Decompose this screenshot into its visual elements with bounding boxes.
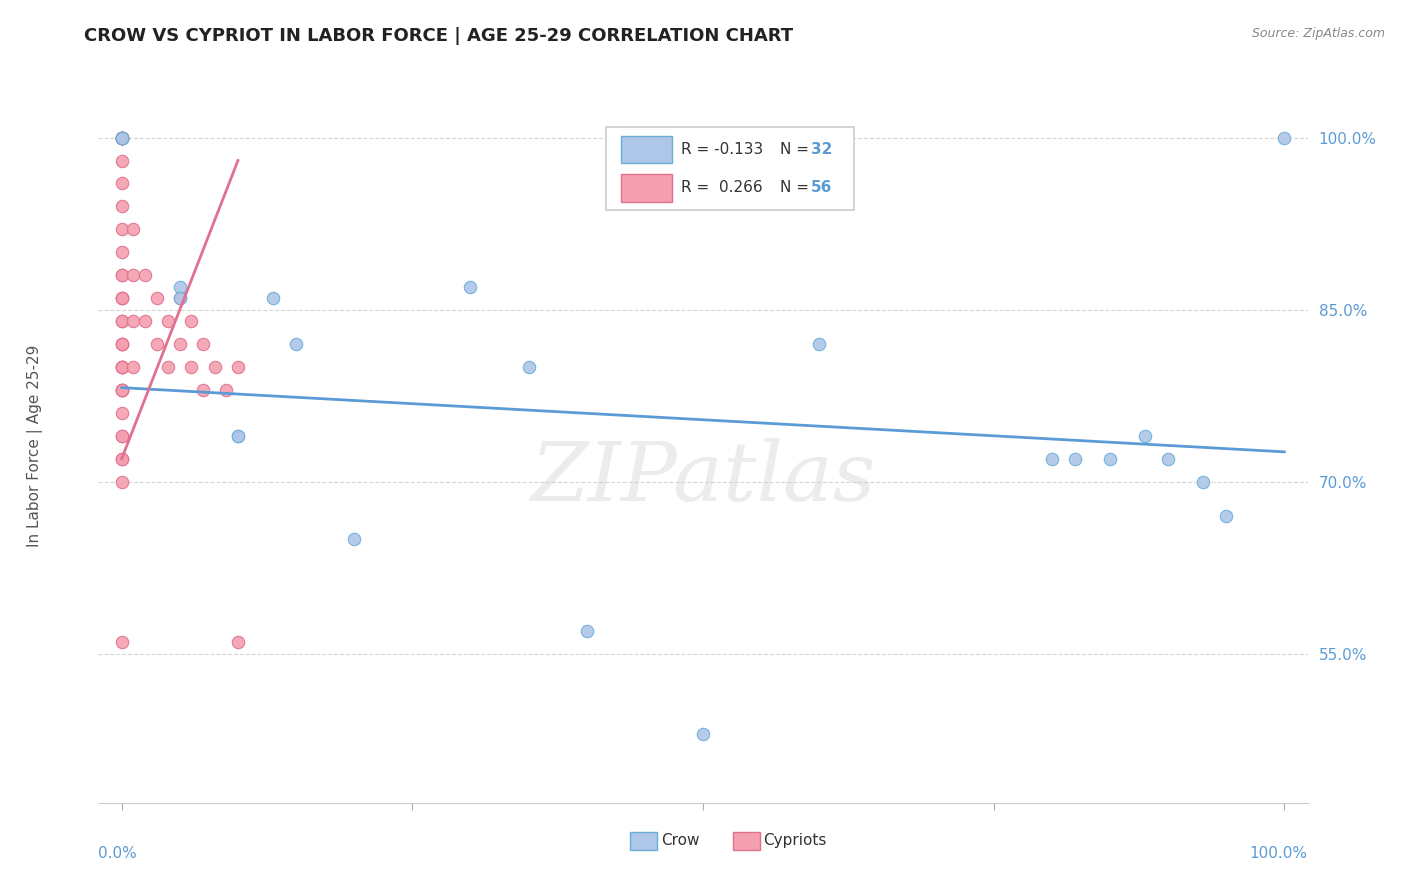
Point (180, 359, 202, 374)
Point (1064, 451, 1087, 466)
Point (111, 635, 134, 649)
Point (111, 130, 134, 145)
Text: N =: N = (780, 142, 814, 157)
Point (111, 130, 134, 145)
Point (111, 314, 134, 328)
Point (460, 279, 482, 293)
Point (1272, 130, 1295, 145)
FancyBboxPatch shape (630, 831, 657, 850)
Point (285, 337, 308, 351)
FancyBboxPatch shape (734, 831, 759, 850)
FancyBboxPatch shape (621, 136, 672, 163)
Point (111, 451, 134, 466)
Point (111, 268, 134, 283)
Point (111, 383, 134, 397)
Point (111, 383, 134, 397)
Text: 0.0%: 0.0% (98, 847, 138, 861)
Point (145, 291, 167, 305)
Point (122, 314, 145, 328)
Point (169, 291, 191, 305)
Text: R = -0.133: R = -0.133 (682, 142, 763, 157)
Point (226, 429, 249, 443)
Point (262, 291, 284, 305)
Point (122, 268, 145, 283)
Point (111, 337, 134, 351)
Point (111, 291, 134, 305)
Point (111, 291, 134, 305)
Point (111, 406, 134, 420)
Point (145, 337, 167, 351)
Point (226, 429, 249, 443)
Point (111, 268, 134, 283)
Point (111, 337, 134, 351)
Point (180, 314, 202, 328)
Point (191, 337, 214, 351)
Point (169, 291, 191, 305)
Point (1040, 451, 1063, 466)
Point (111, 130, 134, 145)
Text: R =  0.266: R = 0.266 (682, 180, 763, 195)
Point (1133, 429, 1156, 443)
Point (111, 130, 134, 145)
Point (169, 279, 191, 293)
Point (111, 130, 134, 145)
Point (692, 727, 714, 741)
Text: CROW VS CYPRIOT IN LABOR FORCE | AGE 25-29 CORRELATION CHART: CROW VS CYPRIOT IN LABOR FORCE | AGE 25-… (84, 27, 793, 45)
Point (122, 222, 145, 236)
Point (111, 130, 134, 145)
Point (226, 635, 249, 649)
Text: N =: N = (780, 180, 814, 195)
Text: In Labor Force | Age 25-29: In Labor Force | Age 25-29 (27, 345, 44, 547)
Point (111, 245, 134, 260)
Point (517, 359, 540, 374)
Point (157, 314, 180, 328)
Point (191, 383, 214, 397)
Point (111, 359, 134, 374)
Point (157, 359, 180, 374)
Point (111, 130, 134, 145)
FancyBboxPatch shape (606, 128, 855, 211)
Point (111, 383, 134, 397)
Point (226, 359, 249, 374)
Point (204, 359, 226, 374)
Text: 56: 56 (811, 180, 832, 195)
Point (575, 624, 598, 638)
Point (1192, 475, 1215, 489)
Point (111, 314, 134, 328)
Point (111, 291, 134, 305)
Point (111, 359, 134, 374)
Point (111, 130, 134, 145)
Point (111, 475, 134, 489)
Point (111, 429, 134, 443)
Point (111, 153, 134, 168)
Point (122, 359, 145, 374)
Text: Source: ZipAtlas.com: Source: ZipAtlas.com (1251, 27, 1385, 40)
Point (215, 383, 238, 397)
Point (1215, 509, 1237, 524)
Point (111, 222, 134, 236)
Point (134, 314, 156, 328)
Text: 32: 32 (811, 142, 832, 157)
Point (111, 383, 134, 397)
Point (343, 532, 366, 546)
Point (111, 451, 134, 466)
Point (1157, 451, 1180, 466)
FancyBboxPatch shape (621, 174, 672, 202)
Point (111, 359, 134, 374)
Point (111, 177, 134, 191)
Point (169, 337, 191, 351)
Point (111, 359, 134, 374)
Point (111, 199, 134, 213)
Point (111, 337, 134, 351)
Point (111, 429, 134, 443)
Point (1098, 451, 1121, 466)
Point (808, 337, 831, 351)
Text: 100.0%: 100.0% (1250, 847, 1308, 861)
Text: ZIPatlas: ZIPatlas (530, 438, 876, 517)
Point (134, 268, 156, 283)
Text: Crow: Crow (661, 833, 699, 848)
Text: Cypriots: Cypriots (763, 833, 827, 848)
Point (111, 130, 134, 145)
